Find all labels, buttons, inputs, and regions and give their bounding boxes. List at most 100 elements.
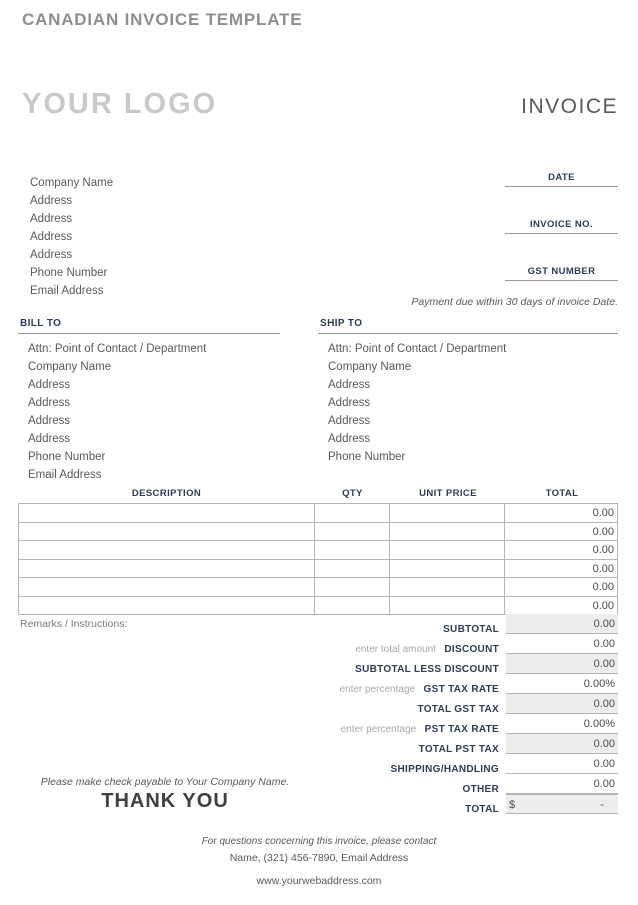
qty-column-header: QTY [342,488,363,499]
gst-number-field: GST NUMBER [505,266,618,292]
item-qty-cell[interactable] [315,559,390,577]
item-total-cell: 0.00 [592,507,614,519]
pst-tax-rate-label: PST TAX RATE [424,724,499,735]
company-phone: Phone Number [30,267,108,279]
item-qty-cell[interactable] [315,578,390,596]
subtotal-row: SUBTOTAL 0.00 [18,614,618,635]
discount-row: enter total amount DISCOUNT 0.00 [18,634,618,655]
table-row: 0.00 [19,541,617,560]
item-unit-price-cell[interactable] [390,504,506,522]
ship-to-section: SHIP TO Attn: Point of Contact / Departm… [318,318,618,466]
table-row: 0.00 [19,596,617,615]
bill-to-address-line: Address [28,379,71,391]
item-description-cell[interactable] [19,522,315,540]
item-qty-cell[interactable] [315,541,390,559]
footer-web-address: www.yourwebaddress.com [256,875,382,887]
item-description-cell[interactable] [19,596,315,614]
invoice-meta-fields: DATE INVOICE NO. GST NUMBER [505,172,618,313]
bill-to-email: Email Address [28,469,102,481]
other-value[interactable]: 0.00 [506,774,618,794]
shipping-handling-value[interactable]: 0.00 [506,754,618,774]
item-unit-price-cell[interactable] [390,578,506,596]
other-label: OTHER [462,784,499,795]
item-unit-price-cell[interactable] [390,522,506,540]
grand-total-row: TOTAL $ - [18,794,618,815]
subtotal-value: 0.00 [506,614,618,634]
total-column-header: TOTAL [545,488,579,499]
item-description-cell[interactable] [19,578,315,596]
table-row: 0.00 [19,522,617,541]
item-total-cell: 0.00 [592,525,614,538]
bill-to-address-line: Address [28,433,71,445]
ship-to-address-line: Address [328,415,371,427]
logo-placeholder: YOUR LOGO [22,88,218,120]
footer-contact-details: Name, (321) 456-7890, Email Address [229,852,409,864]
date-input-line[interactable] [505,186,618,198]
company-name: Company Name [30,177,114,189]
company-address-line: Address [30,231,73,243]
date-field: DATE [505,172,618,198]
subtotal-less-discount-row: SUBTOTAL LESS DISCOUNT 0.00 [18,654,618,675]
grand-total-value: $ - [506,794,618,814]
bill-to-section: BILL TO Attn: Point of Contact / Departm… [18,318,280,484]
thank-you-message: THANK YOU [101,790,229,812]
item-description-cell[interactable] [19,541,315,559]
line-items-grid: 0.00 0.00 0.00 0.00 [18,503,618,615]
item-qty-cell[interactable] [315,504,390,522]
shipping-handling-row: SHIPPING/HANDLING 0.00 [18,754,618,775]
bill-to-heading: BILL TO [18,318,280,334]
total-pst-tax-label: TOTAL PST TAX [418,744,499,755]
total-gst-tax-value: 0.00 [506,694,618,714]
discount-value[interactable]: 0.00 [506,634,618,654]
item-total-cell: 0.00 [592,581,614,593]
gst-tax-rate-row: enter percentage GST TAX RATE 0.00% [18,674,618,695]
check-payable-note: Please make check payable to Your Compan… [40,776,290,788]
bill-to-address-line: Address [28,397,71,409]
item-unit-price-cell[interactable] [390,559,506,577]
payment-terms-note: Payment due within 30 days of invoice Da… [411,296,618,308]
remarks-label: Remarks / Instructions: [20,618,128,630]
document-title: INVOICE [521,95,618,118]
pst-tax-rate-value[interactable]: 0.00% [506,714,618,734]
gst-tax-rate-value[interactable]: 0.00% [506,674,618,694]
item-qty-cell[interactable] [315,522,390,540]
table-row: 0.00 [19,578,617,597]
totals-section: SUBTOTAL 0.00 enter total amount DISCOUN… [18,614,618,815]
currency-symbol: $ [509,799,516,811]
item-total-cell: 0.00 [592,544,614,556]
gst-tax-rate-label: GST TAX RATE [423,684,499,695]
item-description-cell[interactable] [19,504,315,522]
description-column-header: DESCRIPTION [131,488,202,499]
ship-to-company: Company Name [328,361,412,373]
bill-to-lines: Attn: Point of Contact / Department Comp… [18,334,280,484]
ship-to-lines: Attn: Point of Contact / Department Comp… [318,334,618,466]
item-total-cell: 0.00 [592,562,614,575]
ship-to-attn: Attn: Point of Contact / Department [328,343,507,355]
shipping-handling-label: SHIPPING/HANDLING [390,764,499,775]
gst-number-input-line[interactable] [505,280,618,292]
total-pst-tax-value: 0.00 [506,734,618,754]
grand-total-label: TOTAL [465,804,499,815]
company-email: Email Address [30,285,104,297]
total-gst-tax-label: TOTAL GST TAX [417,704,499,715]
page-title: CANADIAN INVOICE TEMPLATE [22,10,303,29]
pst-tax-rate-row: enter percentage PST TAX RATE 0.00% [18,714,618,735]
item-description-cell[interactable] [19,559,315,577]
subtotal-label: SUBTOTAL [443,624,499,635]
gst-number-label: GST NUMBER [527,266,596,277]
item-unit-price-cell[interactable] [390,541,506,559]
invoice-no-field: INVOICE NO. [505,219,618,245]
item-unit-price-cell[interactable] [390,596,506,614]
footer: For questions concerning this invoice, p… [0,834,638,887]
table-row: 0.00 [19,559,617,578]
gst-rate-hint: enter percentage [339,684,416,695]
ship-to-heading: SHIP TO [318,318,618,334]
item-qty-cell[interactable] [315,596,390,614]
date-label: DATE [548,172,575,183]
invoice-no-input-line[interactable] [505,233,618,245]
company-address-line: Address [30,249,73,261]
bill-to-address-line: Address [28,415,71,427]
unit-price-column-header: UNIT PRICE [419,488,477,499]
grand-total-amount: - [600,799,604,811]
